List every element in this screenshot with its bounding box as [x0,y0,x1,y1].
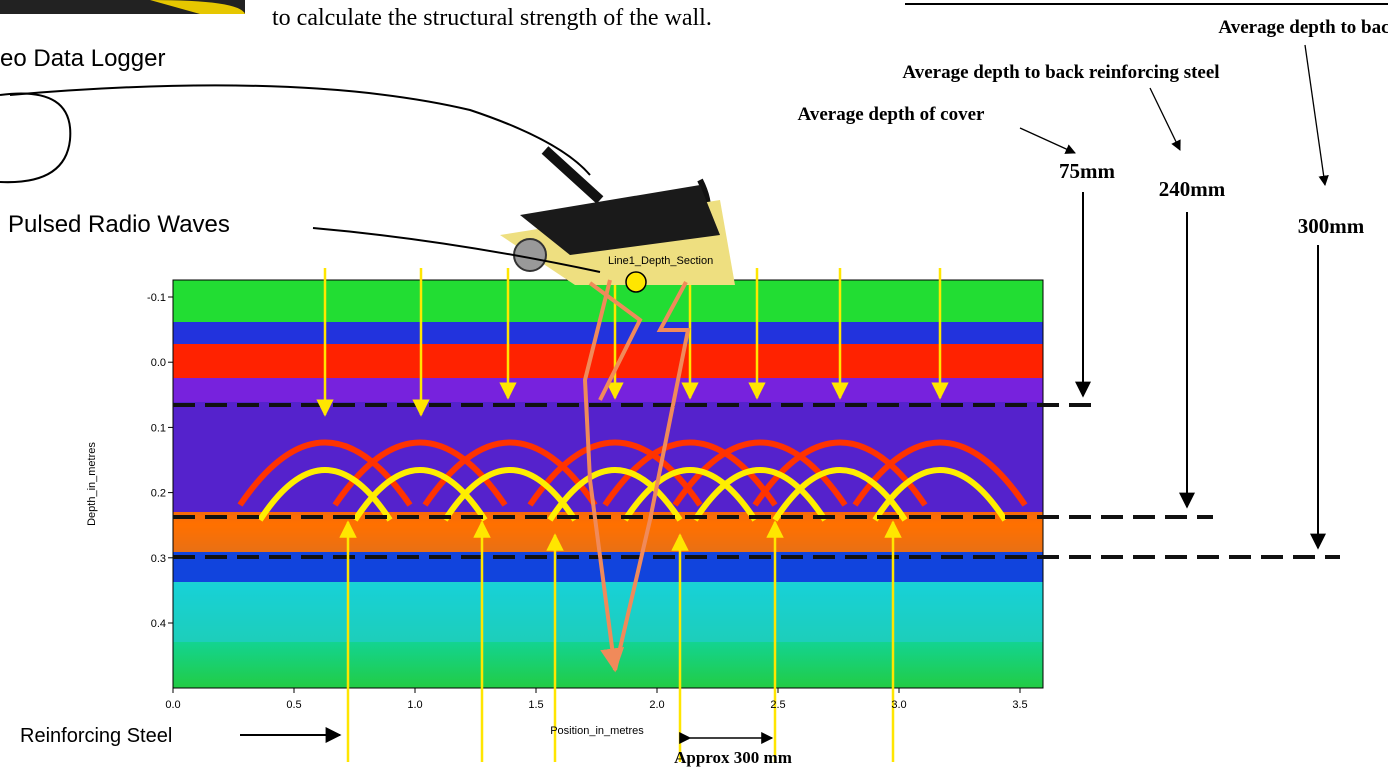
x-axis: 0.0 0.5 1.0 1.5 2.0 2.5 3.0 3.5 [165,688,1027,711]
gpr-device [500,150,735,292]
cable-line [10,85,590,175]
caption: to calculate the structural strength of … [272,5,712,31]
x-tick-label: 3.5 [1012,699,1027,711]
depth-value: 300mm [1298,214,1365,238]
spacing-label: Approx 300 mm [674,748,792,767]
x-tick-label: 1.5 [528,699,543,711]
x-tick-label: 0.0 [165,699,180,711]
section-title: Line1_Depth_Section [608,255,713,267]
y-tick-label: 0.1 [151,422,166,434]
depth-value: 75mm [1059,159,1115,183]
pointer [1020,45,1325,548]
pulse-label: Pulsed Radio Waves [8,211,230,238]
x-tick-label: 0.5 [286,699,301,711]
x-axis-title: Position_in_metres [550,725,644,737]
steel-label: Reinforcing Steel [20,725,172,747]
logger-label: eo Data Logger [0,45,165,72]
x-tick-label: 3.0 [891,699,906,711]
x-tick-label: 2.5 [770,699,785,711]
y-axis: -0.1 0.0 0.1 0.2 0.3 0.4 [147,292,173,630]
y-tick-label: 0.2 [151,488,166,500]
x-tick-label: 2.0 [649,699,664,711]
figure: to calculate the structural strength of … [0,0,1388,771]
x-tick-label: 1.0 [407,699,422,711]
callout-oval [0,93,70,182]
depth-title: Average depth to back reinforcing steel [902,62,1219,83]
y-tick-label: 0.0 [151,357,166,369]
y-axis-title: Depth_in_metres [86,442,98,526]
y-tick-label: 0.4 [151,618,166,630]
y-tick-label: 0.3 [151,553,166,565]
depth-title: Average depth of cover [798,104,986,125]
y-tick-label: -0.1 [147,292,166,304]
depth-title: Average depth to back face [1218,17,1388,38]
depth-value: 240mm [1159,177,1226,201]
